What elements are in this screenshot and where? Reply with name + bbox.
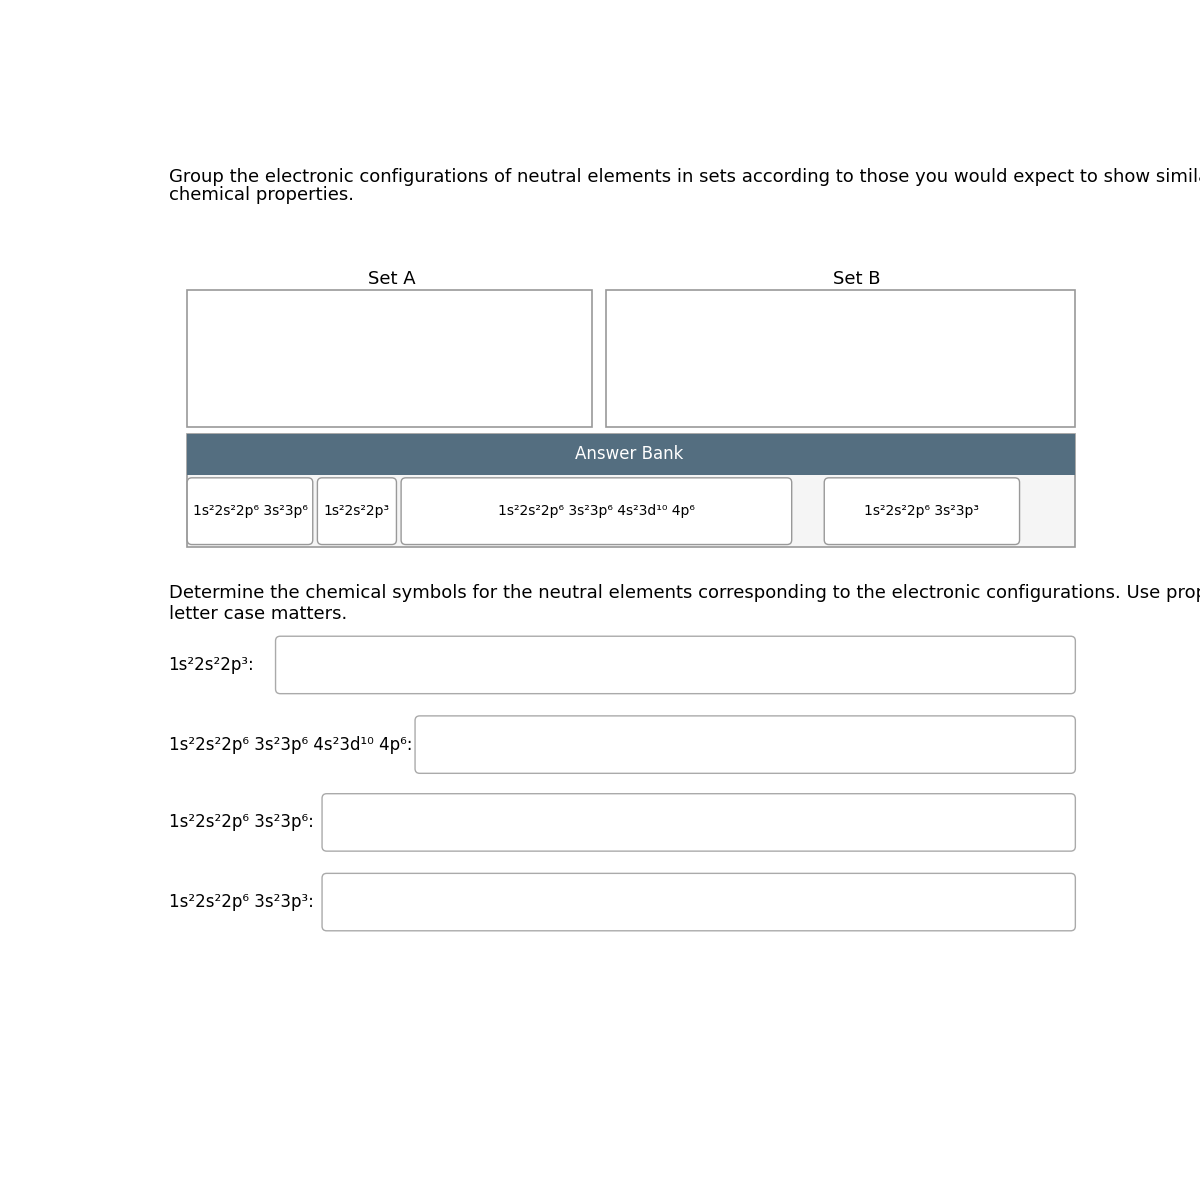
- Text: 1s²2s²2p⁶ 3s²3p³:: 1s²2s²2p⁶ 3s²3p³:: [168, 893, 313, 911]
- Text: Set B: Set B: [833, 269, 881, 288]
- FancyBboxPatch shape: [276, 636, 1075, 694]
- FancyBboxPatch shape: [401, 478, 792, 545]
- Text: 1s²2s²2p³:: 1s²2s²2p³:: [168, 656, 254, 674]
- FancyBboxPatch shape: [187, 434, 1075, 547]
- FancyBboxPatch shape: [824, 478, 1020, 545]
- FancyBboxPatch shape: [317, 478, 396, 545]
- Text: Answer Bank: Answer Bank: [575, 445, 683, 463]
- Text: Set A: Set A: [368, 269, 415, 288]
- Text: 1s²2s²2p⁶ 3s²3p⁶ 4s²3d¹⁰ 4p⁶: 1s²2s²2p⁶ 3s²3p⁶ 4s²3d¹⁰ 4p⁶: [498, 504, 695, 518]
- FancyBboxPatch shape: [322, 873, 1075, 931]
- Text: 1s²2s²2p⁶ 3s²3p⁶: 1s²2s²2p⁶ 3s²3p⁶: [192, 504, 307, 518]
- Text: 1s²2s²2p⁶ 3s²3p³: 1s²2s²2p⁶ 3s²3p³: [864, 504, 979, 518]
- FancyBboxPatch shape: [187, 290, 592, 427]
- FancyBboxPatch shape: [187, 478, 313, 545]
- Text: Group the electronic configurations of neutral elements in sets according to tho: Group the electronic configurations of n…: [168, 167, 1200, 185]
- Text: 1s²2s²2p³: 1s²2s²2p³: [324, 504, 390, 518]
- FancyBboxPatch shape: [415, 716, 1075, 774]
- Text: 1s²2s²2p⁶ 3s²3p⁶ 4s²3d¹⁰ 4p⁶:: 1s²2s²2p⁶ 3s²3p⁶ 4s²3d¹⁰ 4p⁶:: [168, 735, 412, 753]
- FancyBboxPatch shape: [322, 794, 1075, 852]
- Text: chemical properties.: chemical properties.: [168, 186, 354, 205]
- FancyBboxPatch shape: [187, 434, 1075, 475]
- FancyBboxPatch shape: [606, 290, 1075, 427]
- Text: letter case matters.: letter case matters.: [168, 605, 347, 623]
- Text: 1s²2s²2p⁶ 3s²3p⁶:: 1s²2s²2p⁶ 3s²3p⁶:: [168, 813, 313, 831]
- Text: Determine the chemical symbols for the neutral elements corresponding to the ele: Determine the chemical symbols for the n…: [168, 585, 1200, 603]
